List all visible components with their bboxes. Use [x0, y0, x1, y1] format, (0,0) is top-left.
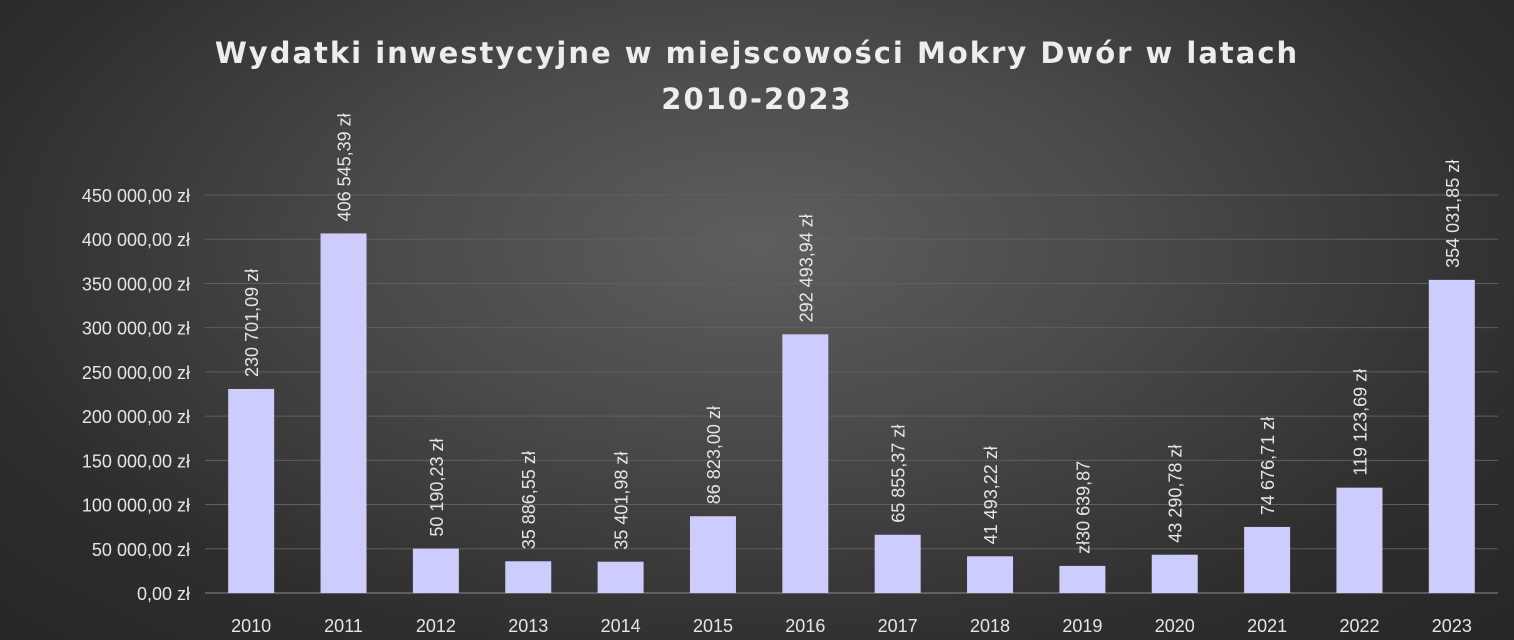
- data-label: 406 545,39 zł: [335, 113, 355, 221]
- x-tick-label: 2011: [324, 616, 363, 636]
- x-tick-label: 2018: [970, 616, 1010, 636]
- data-label: 74 676,71 zł: [1258, 417, 1278, 515]
- bar: [1428, 279, 1475, 593]
- data-label: 35 886,55 zł: [519, 451, 539, 549]
- data-label: zł30 639,87: [1073, 461, 1093, 554]
- data-label: 119 123,69 zł: [1350, 369, 1370, 476]
- y-tick-label: 150 000,00 zł: [82, 451, 190, 471]
- y-tick-label: 100 000,00 zł: [82, 496, 190, 516]
- bar: [967, 556, 1014, 593]
- x-tick-label: 2020: [1155, 616, 1195, 636]
- chart-title: Wydatki inwestycyjne w miejscowości Mokr…: [0, 30, 1514, 122]
- data-label: 292 493,94 zł: [796, 214, 816, 322]
- y-tick-label: 200 000,00 zł: [82, 407, 190, 427]
- x-tick-label: 2019: [1062, 616, 1102, 636]
- x-tick-label: 2017: [878, 616, 918, 636]
- y-tick-label: 0,00 zł: [137, 584, 190, 604]
- x-tick-label: 2014: [601, 616, 641, 636]
- bar: [505, 561, 552, 593]
- y-tick-label: 300 000,00 zł: [82, 319, 190, 339]
- bar: [1244, 526, 1291, 593]
- x-tick-label: 2021: [1247, 616, 1287, 636]
- data-label: 41 493,22 zł: [981, 446, 1001, 544]
- bar: [320, 233, 367, 594]
- data-label: 65 855,37 zł: [889, 425, 909, 523]
- bar: [689, 516, 736, 593]
- x-tick-label: 2022: [1339, 616, 1379, 636]
- bar: [874, 534, 921, 593]
- bar: [1151, 554, 1198, 593]
- x-tick-label: 2015: [693, 616, 733, 636]
- data-label: 86 823,00 zł: [704, 406, 724, 504]
- x-tick-label: 2012: [416, 616, 456, 636]
- bar: [412, 548, 459, 593]
- x-tick-label: 2013: [508, 616, 548, 636]
- bar: [1336, 487, 1383, 593]
- x-tick-label: 2023: [1432, 616, 1472, 636]
- bar: [228, 388, 275, 593]
- bar: [1059, 565, 1106, 593]
- y-tick-label: 250 000,00 zł: [82, 363, 190, 383]
- chart-title-line-1: Wydatki inwestycyjne w miejscowości Mokr…: [214, 36, 1300, 70]
- data-label: 230 701,09 zł: [242, 269, 262, 377]
- data-label: 354 031,85 zł: [1443, 160, 1463, 268]
- bar: [597, 561, 644, 593]
- x-tick-label: 2016: [785, 616, 825, 636]
- y-tick-label: 450 000,00 zł: [82, 186, 190, 206]
- chart-title-line-2: 2010-2023: [661, 82, 853, 116]
- x-tick-label: 2010: [231, 616, 271, 636]
- bar: [782, 334, 829, 593]
- y-tick-label: 50 000,00 zł: [92, 540, 190, 560]
- y-tick-label: 400 000,00 zł: [82, 230, 190, 250]
- data-label: 35 401,98 zł: [612, 452, 632, 550]
- y-tick-label: 350 000,00 zł: [82, 274, 190, 294]
- data-label: 50 190,23 zł: [427, 439, 447, 537]
- data-label: 43 290,78 zł: [1166, 445, 1186, 543]
